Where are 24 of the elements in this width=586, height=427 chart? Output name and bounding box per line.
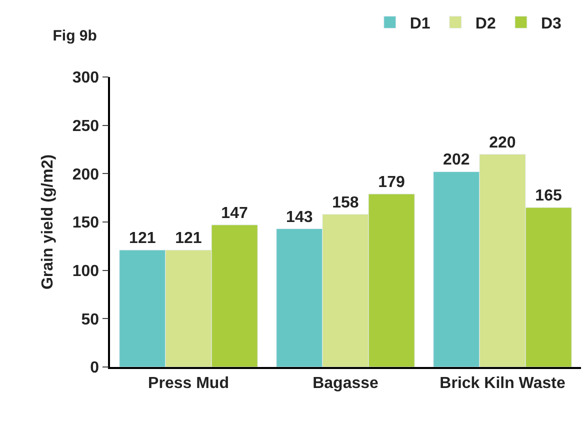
y-axis-title: Grain yield (g/m2) bbox=[40, 154, 57, 290]
y-tick-label: 250 bbox=[72, 118, 100, 135]
data-label: 165 bbox=[535, 188, 562, 204]
x-tick-label: Brick Kiln Waste bbox=[440, 374, 566, 392]
data-label: 158 bbox=[332, 194, 359, 212]
data-label: 179 bbox=[378, 174, 405, 191]
x-tick-label: Press Mud bbox=[148, 374, 229, 392]
y-tick-label: 150 bbox=[72, 214, 100, 232]
legend-label: D3 bbox=[540, 15, 562, 32]
data-label: 121 bbox=[175, 230, 202, 248]
y-tick-label: 200 bbox=[72, 166, 100, 184]
y-tick-label: 300 bbox=[72, 70, 100, 87]
x-tick-label: Bagasse bbox=[312, 374, 379, 392]
chart-title: Fig 9b bbox=[52, 27, 97, 44]
legend-label: D1 bbox=[410, 15, 430, 32]
y-tick-label: 100 bbox=[72, 262, 100, 280]
y-tick-label: 50 bbox=[81, 311, 100, 328]
data-label: 147 bbox=[221, 204, 248, 222]
legend-label: D2 bbox=[475, 15, 496, 32]
data-label: 143 bbox=[286, 208, 313, 226]
data-label: 220 bbox=[489, 134, 516, 152]
data-label: 202 bbox=[443, 152, 470, 169]
data-label: 121 bbox=[129, 230, 156, 248]
y-tick-label: 0 bbox=[90, 360, 100, 377]
